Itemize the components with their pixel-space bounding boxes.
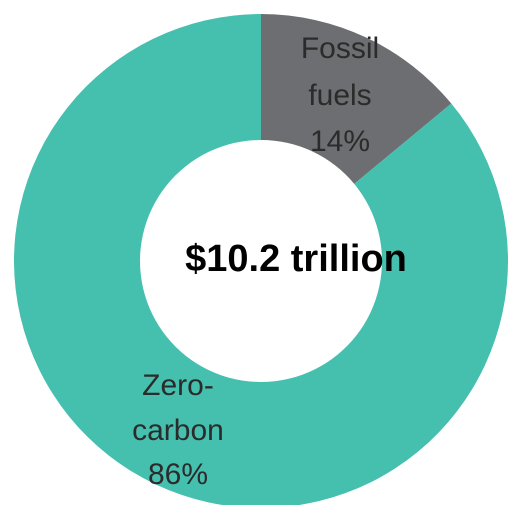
slice-name-label: Zero- [142, 369, 214, 402]
slice-name-label: Fossil [301, 32, 379, 65]
slice-zero-carbon [14, 14, 508, 505]
slice-name-label: fuels [308, 79, 371, 112]
center-total-label: $10.2 trillion [185, 238, 407, 280]
slice-fossil-fuels [261, 14, 452, 184]
slice-name-label: carbon [132, 414, 224, 447]
slices-group [14, 14, 508, 505]
slice-value-label: 14% [310, 125, 370, 158]
slice-value-label: 86% [148, 458, 208, 491]
labels-group: Fossil fuels 14% Zero-carbon 86% [132, 32, 379, 491]
